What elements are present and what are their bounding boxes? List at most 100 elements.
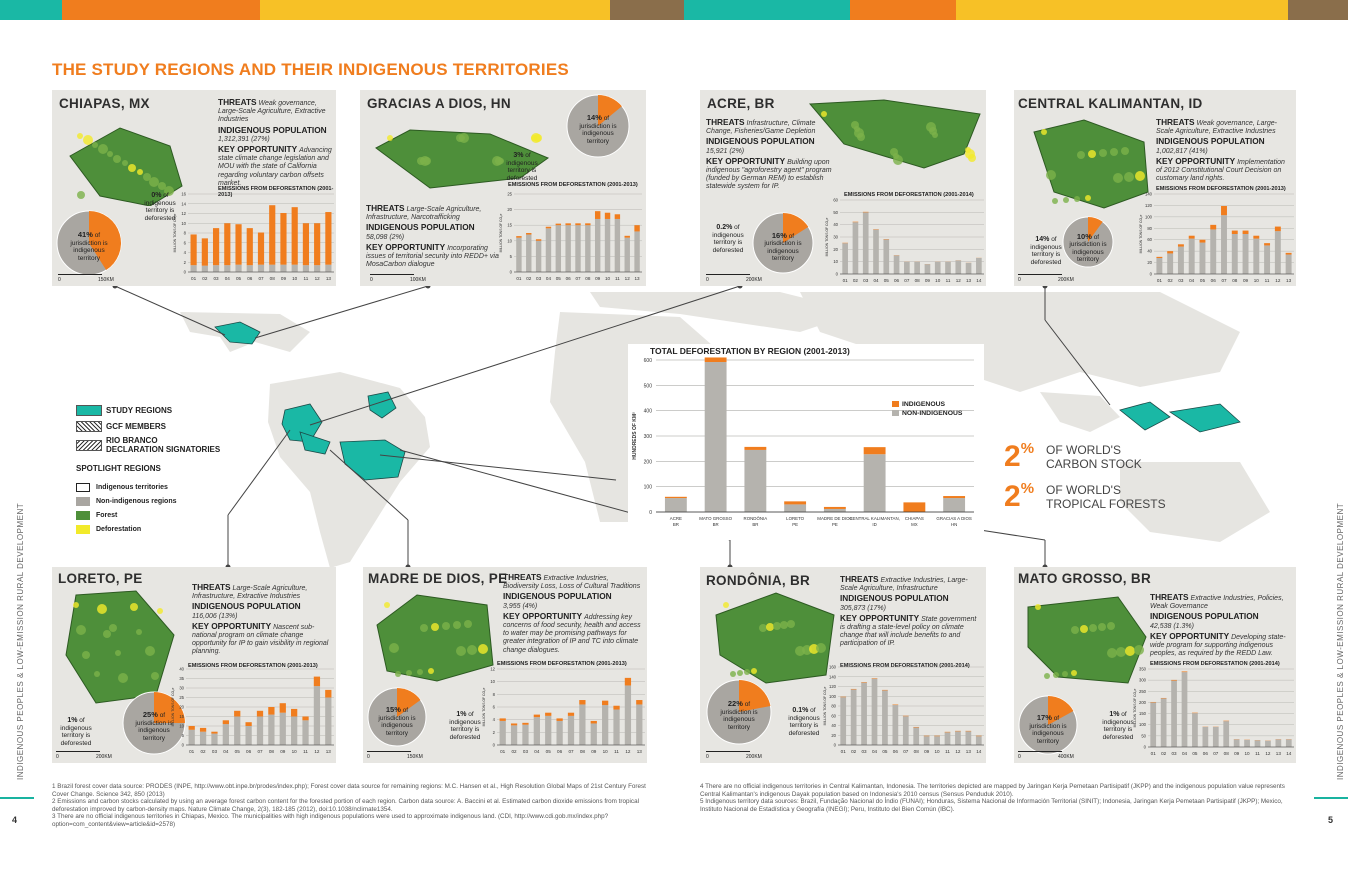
scale-bar: 0 200KM [56, 751, 112, 760]
bar-indigenous [325, 212, 332, 265]
y-tick-label: 6 [184, 240, 187, 245]
bar-non-indigenous [516, 237, 522, 272]
y-tick-label: 10 [179, 724, 184, 729]
pie-indigenous-slice [598, 95, 622, 126]
x-tick-label: 01 [841, 749, 847, 754]
region-panel-loreto: LORETO, PE THREATS Large-Scale Agricultur… [52, 567, 336, 763]
deforested-label: 14% of indigenous territory is deforeste… [1030, 236, 1062, 266]
scale-value: 200KM [746, 277, 762, 283]
opp-label: KEY OPPORTUNITY [1156, 155, 1236, 166]
emissions-title: EMISSIONS FROM DEFORESTATION (2001-2013) [508, 182, 638, 188]
scale-value: 150KM [98, 277, 114, 283]
region-title: ACRE, BR [707, 96, 775, 111]
y-tick-label: 20 [1147, 260, 1152, 265]
total-bar-non-indigenous [863, 454, 886, 512]
x-tick-label: 04 [872, 749, 878, 754]
scale-zero: 0 [1018, 277, 1021, 283]
bar-indigenous [1231, 230, 1238, 234]
bar-non-indigenous [526, 234, 532, 272]
x-tick-label: 02 [202, 276, 208, 281]
bar-non-indigenous [269, 264, 276, 272]
emissions-title: EMISSIONS FROM DEFORESTATION (2001-2013) [188, 663, 318, 669]
footnote-4: 4 There are no official indigenous terri… [700, 783, 1285, 798]
y-tick-label: 12 [181, 211, 186, 216]
y-tick-label: 20 [507, 207, 512, 212]
bar-indigenous [1253, 235, 1260, 239]
region-panel-madre: MADRE DE DIOS, PE THREATS Extractive Indu… [363, 567, 647, 763]
bar-indigenous [268, 707, 275, 715]
y-tick-label: 25 [179, 695, 184, 700]
x-tick-label: 13 [635, 276, 641, 281]
bar-non-indigenous [1188, 238, 1195, 274]
bar-indigenous [188, 726, 195, 730]
total-bar-indigenous [664, 496, 687, 499]
region-info: THREATS Weak governance, Large-Scale Agr… [1156, 118, 1292, 184]
bar-indigenous [585, 223, 591, 226]
region-info: THREATS Weak governance, Large-Scale Agr… [218, 98, 334, 189]
bar-indigenous [1285, 252, 1292, 255]
stat-forest-line1: OF WORLD'S [1046, 483, 1121, 497]
legend-rio-line1: RIO BRANCO [106, 436, 158, 445]
x-tick-label: 07 [258, 276, 264, 281]
pop-value: 305,873 (17%) [840, 604, 886, 612]
bar-non-indigenous [604, 218, 611, 272]
bar-indigenous [579, 700, 586, 705]
x-tick-label: 03 [1178, 278, 1184, 283]
opp-label: KEY OPPORTUNITY [192, 620, 272, 631]
bar-non-indigenous [1221, 215, 1227, 274]
bar-non-indigenous [522, 724, 529, 745]
region-map-gracias [375, 129, 550, 189]
total-x-label-2: PE [792, 522, 798, 527]
bar-indigenous [565, 223, 571, 226]
total-x-label-2: MX [911, 522, 918, 527]
legend-rio-line2: DECLARATION SIGNATORIES [106, 445, 221, 454]
y-axis-label: MILLION TONS OF CO₂e [1133, 689, 1137, 728]
legend-ind-terr: Indigenous territories [96, 483, 168, 491]
y-tick-label: 8 [493, 692, 496, 697]
x-tick-label: 04 [873, 278, 879, 283]
y-tick-label: 0 [834, 743, 837, 748]
bar-non-indigenous [555, 225, 562, 272]
region-info: THREATS Large-Scale Agriculture, Infrast… [192, 583, 332, 658]
scale-line [56, 751, 100, 752]
pie-label: 22% of jurisdiction is indigenous territ… [720, 699, 758, 731]
threats-label: THREATS [706, 117, 745, 127]
opp-label: KEY OPPORTUNITY [366, 241, 446, 252]
y-axis-label: MILLION TONS OF CO₂e [171, 688, 175, 727]
x-tick-label: 11 [615, 276, 620, 281]
total-x-label-2: BR [673, 522, 679, 527]
x-tick-label: 02 [526, 276, 532, 281]
x-tick-label: 08 [914, 749, 920, 754]
total-bar-non-indigenous [823, 508, 846, 512]
region-map-chiapas [69, 127, 183, 206]
x-tick-label: 02 [1168, 278, 1174, 283]
scale-value: 200KM [96, 754, 112, 760]
x-tick-label: 07 [903, 749, 909, 754]
region-title: MATO GROSSO, BR [1018, 571, 1152, 586]
x-tick-label: 14 [1286, 751, 1292, 756]
y-tick-label: 60 [831, 713, 836, 718]
bar-non-indigenous [1253, 238, 1260, 274]
bar-non-indigenous [188, 729, 195, 745]
x-tick-label: 13 [326, 276, 332, 281]
scale-bar: 0 150KM [367, 751, 423, 760]
legend-gcf: GCF MEMBERS [106, 421, 166, 431]
total-legend-label: INDIGENOUS [902, 401, 946, 408]
y-tick-label: 120 [829, 684, 837, 689]
bar-non-indigenous [1285, 739, 1292, 747]
total-bar-non-indigenous [664, 498, 687, 512]
region-panel-mato: MATO GROSSO, BR THREATS Extractive Indust… [1014, 567, 1296, 763]
bar-indigenous [624, 235, 630, 238]
legend-forest: Forest [96, 511, 118, 519]
bar-non-indigenous [873, 229, 879, 274]
y-tick-label: 30 [833, 235, 838, 240]
pop-label: INDIGENOUS POPULATION [503, 591, 612, 602]
scale-line [370, 274, 414, 275]
y-tick-label: 120 [1145, 203, 1153, 208]
pop-label: INDIGENOUS POPULATION [366, 222, 475, 233]
x-tick-label: 08 [585, 276, 591, 281]
bar-non-indigenous [234, 716, 241, 745]
scale-line [1018, 751, 1062, 752]
y-tick-label: 14 [181, 201, 186, 206]
